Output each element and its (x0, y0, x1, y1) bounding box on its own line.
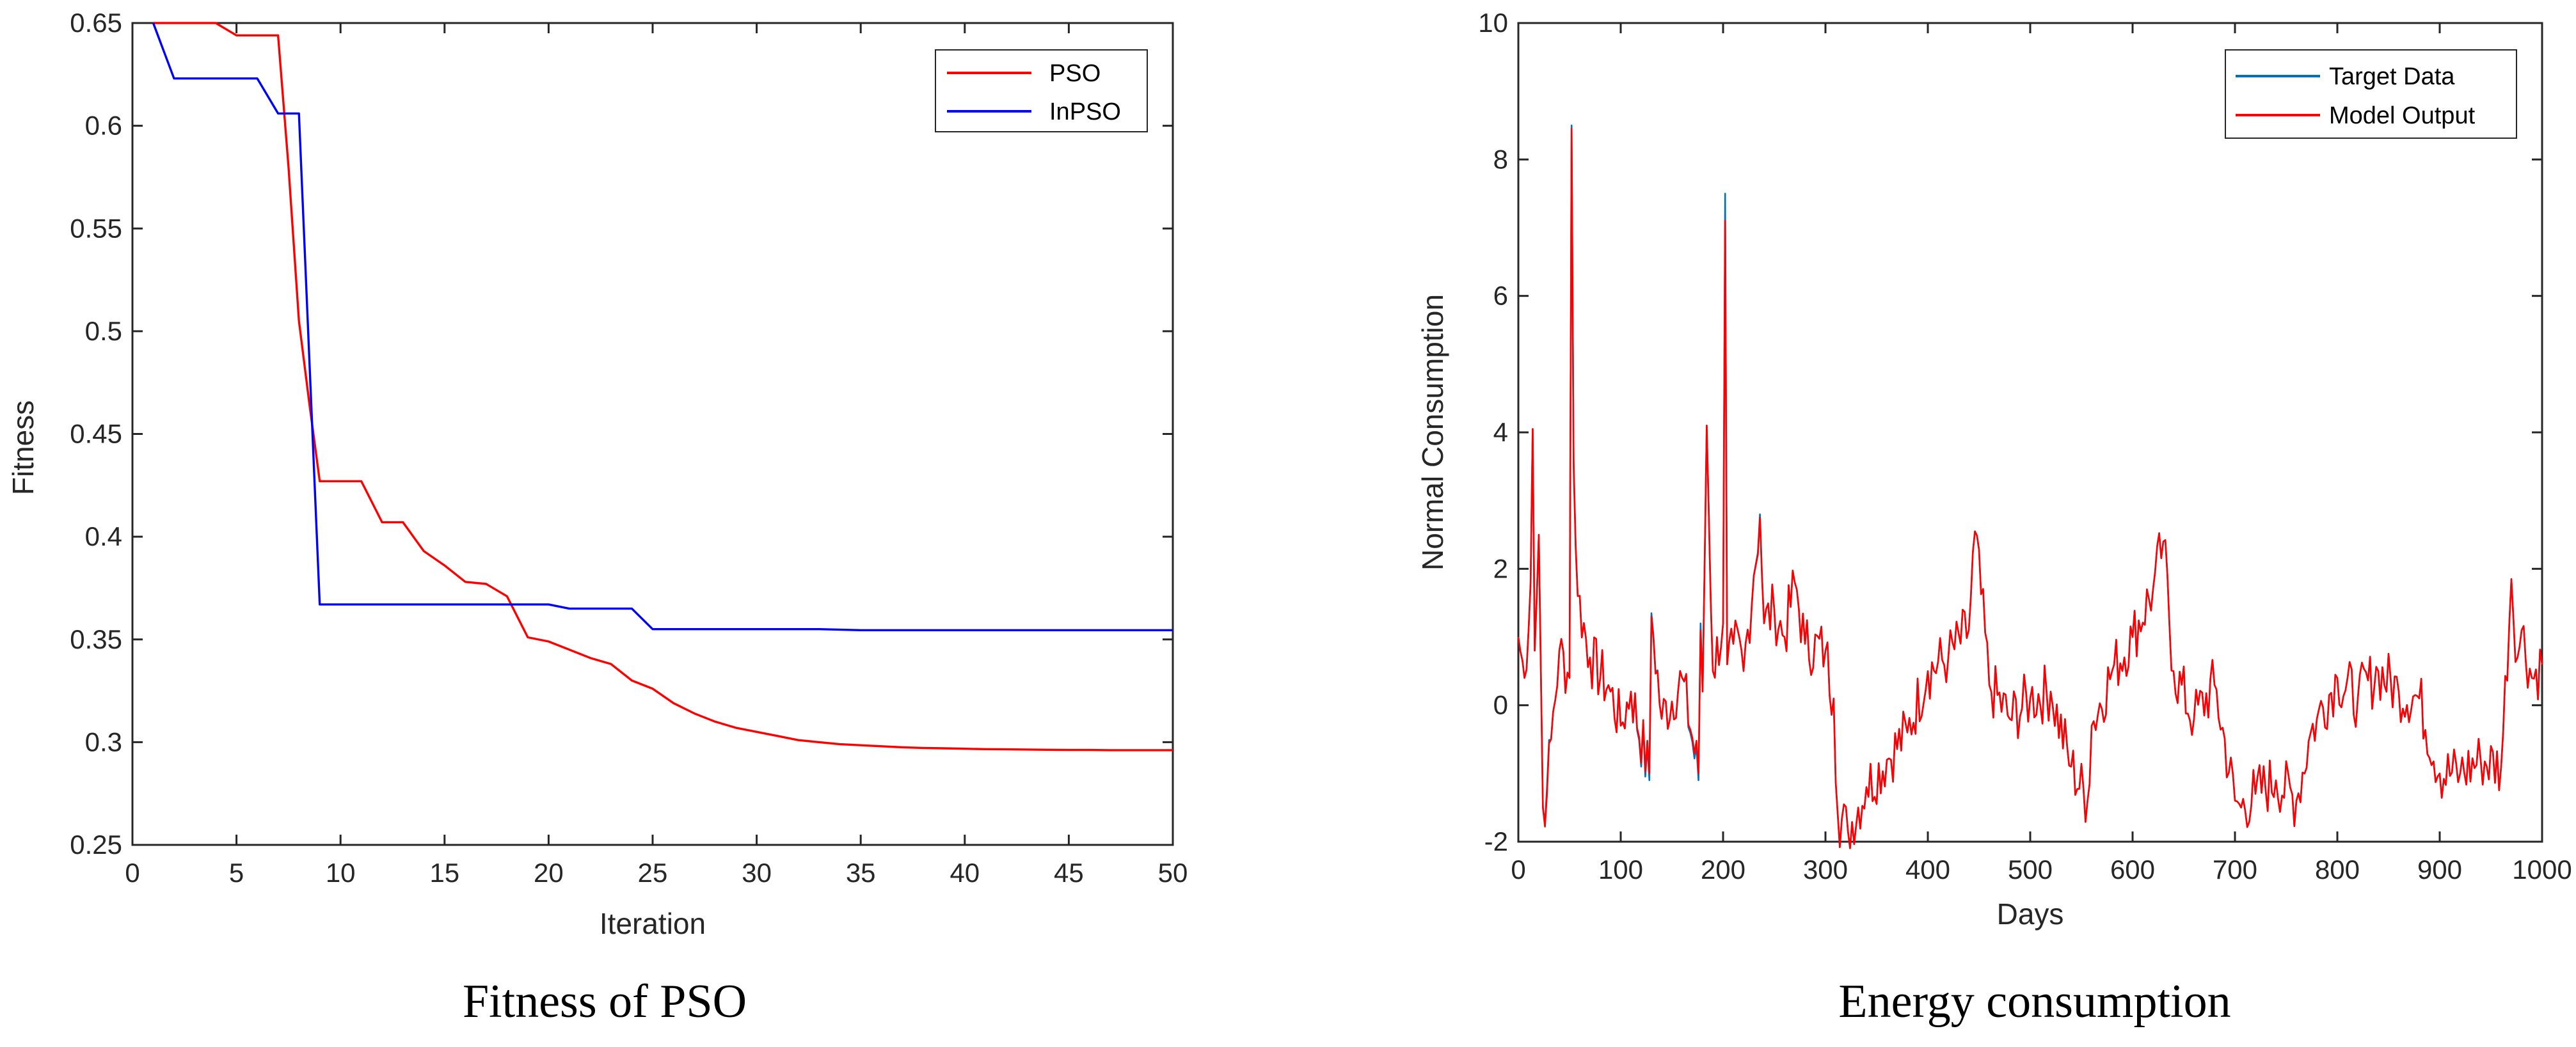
fitness-y-tick-label: 0.25 (70, 830, 122, 860)
energy-y-tick-label: 4 (1493, 417, 1508, 447)
energy-x-tick-label: 300 (1803, 854, 1848, 885)
fitness-y-tick-label: 0.45 (70, 419, 122, 449)
fitness-y-tick-label: 0.4 (85, 521, 122, 551)
energy-x-tick-label: 200 (1701, 854, 1745, 885)
energy-y-tick-label: -2 (1484, 826, 1508, 856)
energy-chart: 0 100 200 300 400 500 600 700 800 900 1000-2024681… (1416, 8, 2572, 1028)
energy-x-axis-label: Days (1997, 897, 2064, 931)
fitness-x-tick-label: 0 (125, 858, 139, 888)
fitness-x-tick-label: 35 (846, 858, 876, 888)
fitness-x-tick-label: 40 (950, 858, 980, 888)
legend-label-inpso: InPSO (1049, 98, 1121, 125)
energy-y-tick-label: 8 (1493, 144, 1508, 174)
energy-series-model-output (1517, 128, 2543, 849)
fitness-y-tick-label: 0.6 (85, 111, 122, 141)
fitness-legend: PSO InPSO (935, 49, 1148, 132)
energy-y-tick-label: 2 (1493, 553, 1508, 583)
fitness-series-inpso (152, 22, 1173, 631)
energy-x-tick-label: 900 (2417, 854, 2462, 885)
energy-x-tick-label: 800 (2315, 854, 2360, 885)
fitness-x-tick-label: 45 (1054, 858, 1084, 888)
fitness-x-tick-label: 5 (229, 858, 244, 888)
fitness-x-axis-label: Iteration (600, 907, 706, 940)
legend-label-pso: PSO (1049, 60, 1101, 87)
fitness-x-tick-label: 25 (638, 858, 668, 888)
fitness-y-axis-label: Fitness (6, 400, 40, 495)
fitness-x-tick-label: 30 (742, 858, 772, 888)
fitness-y-tick-label: 0.55 (70, 213, 122, 243)
fitness-y-tick-label: 0.65 (70, 8, 122, 38)
fitness-y-tick-label: 0.35 (70, 624, 122, 654)
energy-x-tick-label: 100 (1598, 854, 1643, 885)
legend-label-model-output: Model Output (2329, 102, 2476, 129)
energy-x-tick-label: 600 (2110, 854, 2155, 885)
fitness-y-tick-label: 0.5 (85, 316, 122, 346)
fitness-series-pso (153, 22, 1173, 752)
energy-caption: Energy consumption (1838, 975, 2230, 1028)
energy-y-tick-label: 0 (1493, 690, 1508, 720)
fitness-x-tick-label: 10 (326, 858, 356, 888)
fitness-y-tick-label: 0.3 (85, 727, 122, 757)
energy-y-tick-label: 6 (1493, 281, 1508, 311)
energy-legend-box (2225, 49, 2517, 139)
energy-plot-area (1517, 22, 2543, 843)
fitness-legend-box (935, 49, 1148, 132)
fitness-plot-area (131, 22, 1174, 846)
legend-label-target-data: Target Data (2329, 63, 2455, 90)
fitness-caption: Fitness of PSO (463, 975, 747, 1028)
energy-x-tick-label: 0 (1511, 854, 1525, 885)
energy-legend: Target Data Model Output (2225, 49, 2517, 139)
energy-y-tick-label: 10 (1478, 8, 1508, 38)
fitness-x-tick-label: 15 (429, 858, 459, 888)
fitness-x-tick-label: 20 (534, 858, 564, 888)
energy-x-tick-label: 500 (2008, 854, 2053, 885)
energy-x-tick-label: 700 (2213, 854, 2257, 885)
fitness-chart: 0 5 10 15 20 25 30 35 40 45 50 0.25 0.3 0.35 0.4 0.45 0.… (6, 8, 1188, 1028)
fitness-x-tick-label: 50 (1158, 858, 1188, 888)
energy-y-axis-label: Normal Consumption (1416, 294, 1449, 571)
energy-x-tick-label: 400 (1905, 854, 1950, 885)
energy-x-tick-label: 1000 (2512, 854, 2572, 885)
